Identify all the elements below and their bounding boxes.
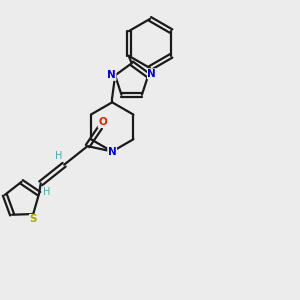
Text: H: H [43, 187, 50, 197]
Text: H: H [55, 151, 62, 161]
Text: O: O [98, 117, 107, 128]
Text: N: N [107, 70, 116, 80]
Text: N: N [108, 147, 116, 158]
Text: N: N [148, 69, 156, 79]
Text: S: S [29, 214, 37, 224]
